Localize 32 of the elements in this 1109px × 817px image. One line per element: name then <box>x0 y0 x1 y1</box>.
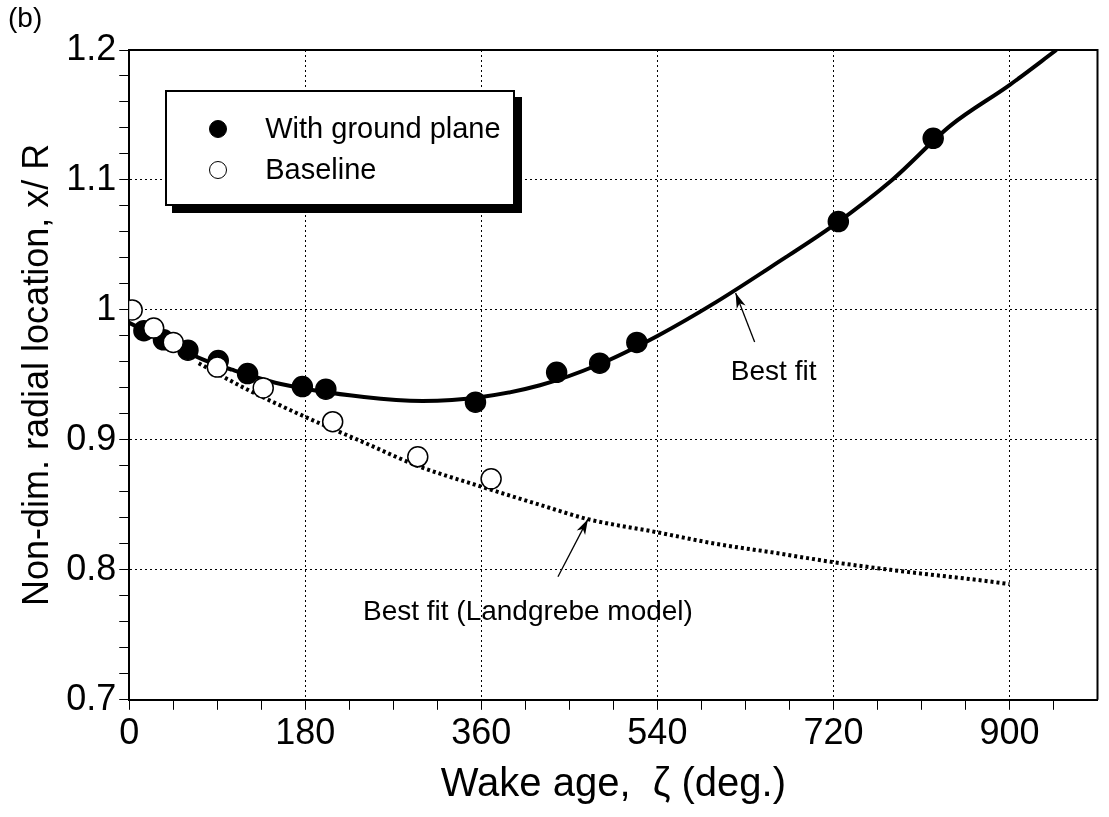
text: (b) <box>8 2 43 34</box>
point <box>142 317 165 339</box>
point <box>291 375 314 398</box>
y-tick-label: 1.2 <box>66 26 117 68</box>
point <box>236 362 259 385</box>
point <box>321 410 344 433</box>
x-axis-title: Wake age, ζ (deg.) <box>440 760 786 805</box>
point <box>162 331 185 354</box>
x-tick-label: 0 <box>119 711 140 753</box>
y-tick-label: 0.8 <box>66 546 117 588</box>
y-axis-title: Non-dim. radial location, x/ R <box>14 143 56 606</box>
point <box>545 361 568 384</box>
y-tick-label: 0.7 <box>66 676 117 718</box>
legend-label: With ground plane <box>265 112 501 145</box>
x-tick-label: 360 <box>451 711 512 753</box>
x-tick-label: 720 <box>803 711 864 753</box>
x-tick-label: 900 <box>979 711 1040 753</box>
point <box>827 210 850 233</box>
point <box>922 127 944 150</box>
x-tick-label: 180 <box>275 711 336 753</box>
point <box>588 352 611 374</box>
point <box>464 391 487 413</box>
annotation: Best fit (Landgrebe model) <box>362 594 693 626</box>
x-tick-label: 540 <box>627 711 688 753</box>
legend-label: Baseline <box>265 153 377 186</box>
point <box>206 356 229 378</box>
y-tick-label: 1 <box>96 286 117 328</box>
point <box>315 378 337 400</box>
point <box>626 331 648 354</box>
y-tick-label: 0.9 <box>66 416 117 458</box>
y-tick-label: 1.1 <box>66 156 117 198</box>
annotation: Best fit <box>730 354 817 386</box>
